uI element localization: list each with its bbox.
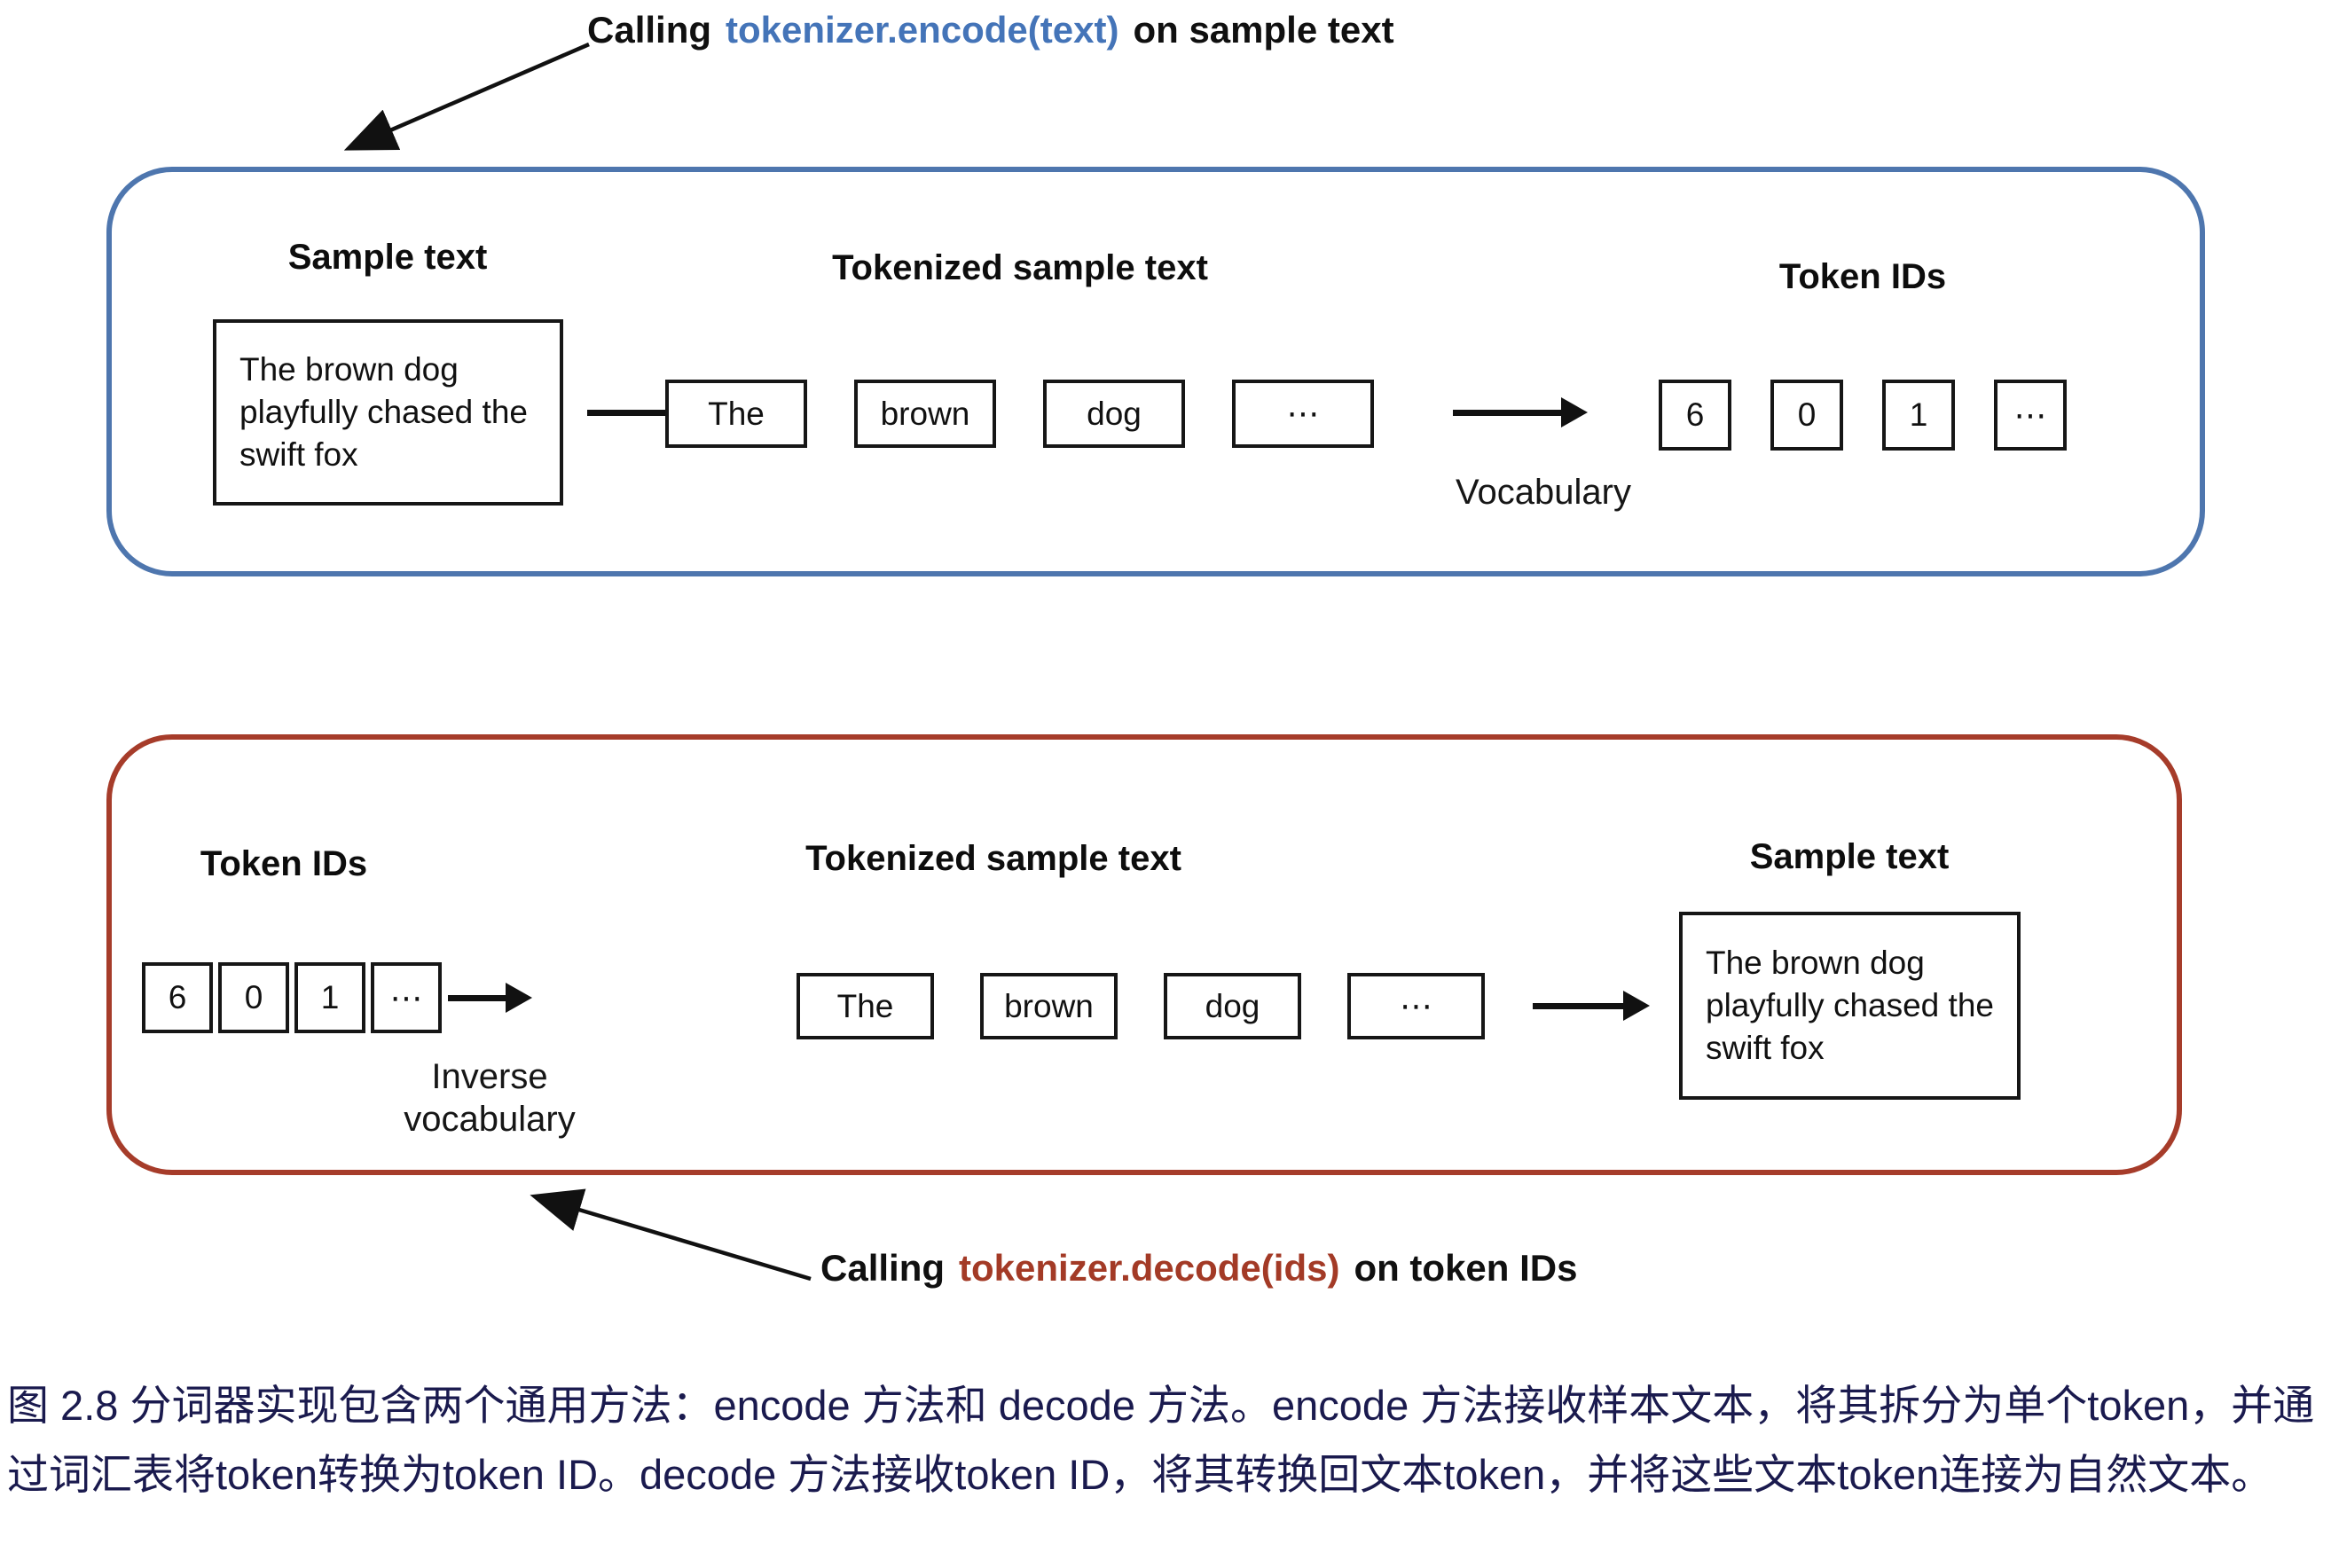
encode-token-ids-heading: Token IDs <box>1778 257 1947 296</box>
encode-annotation-code: tokenizer.encode(text) <box>726 9 1119 51</box>
decode-annotation-code: tokenizer.decode(ids) <box>959 1247 1340 1289</box>
token-id-box-ellipsis: ⋯ <box>371 962 442 1033</box>
token-box-ellipsis: ⋯ <box>1347 973 1485 1039</box>
arrow-shaft <box>587 409 692 416</box>
decode-sample-text-box: The brown dog playfully chased the swift… <box>1679 912 2021 1100</box>
token-id-box: 6 <box>1659 380 1731 451</box>
token-box: The <box>665 380 807 448</box>
decode-token-ids-heading: Token IDs <box>200 844 368 883</box>
arrow-right-icon <box>1533 991 1650 1021</box>
decode-annotation: Calling tokenizer.decode(ids) on token I… <box>820 1247 1577 1290</box>
encode-annotation-arrow-icon <box>343 42 590 151</box>
token-box: dog <box>1043 380 1185 448</box>
inverse-vocabulary-label: Inverse vocabulary <box>404 1057 576 1139</box>
decode-annotation-prefix: Calling <box>820 1247 946 1289</box>
encode-annotation-suffix: on sample text <box>1133 9 1394 51</box>
decode-tokenized-heading: Tokenized sample text <box>805 839 1181 878</box>
arrow-shaft <box>1533 1002 1623 1009</box>
encode-tokenized-heading: Tokenized sample text <box>832 248 1208 287</box>
arrow-shaft <box>448 994 506 1001</box>
token-id-box-ellipsis: ⋯ <box>1994 380 2067 451</box>
encode-annotation: Calling tokenizer.encode(text) on sample… <box>587 9 1394 51</box>
arrow-right-icon <box>448 983 532 1013</box>
token-id-box: 0 <box>218 962 289 1033</box>
decode-sample-text-heading: Sample text <box>1749 837 1950 876</box>
token-id-box: 0 <box>1770 380 1843 451</box>
token-box: dog <box>1164 973 1301 1039</box>
token-box: brown <box>980 973 1118 1039</box>
decode-annotation-suffix: on token IDs <box>1354 1247 1578 1289</box>
arrow-head <box>1623 991 1650 1021</box>
arrow-head <box>506 983 532 1013</box>
arrow-shaft <box>1453 409 1561 416</box>
encode-annotation-prefix: Calling <box>587 9 712 51</box>
token-box: brown <box>854 380 996 448</box>
encode-sample-text-box: The brown dog playfully chased the swift… <box>213 319 563 506</box>
token-id-box: 1 <box>294 962 365 1033</box>
decode-annotation-arrow-icon <box>530 1188 812 1282</box>
arrow-head <box>1561 397 1588 427</box>
token-box-ellipsis: ⋯ <box>1232 380 1374 448</box>
token-box: The <box>797 973 934 1039</box>
vocabulary-label: Vocabulary <box>1456 473 1631 512</box>
token-id-box: 1 <box>1882 380 1955 451</box>
arrow-right-icon <box>1453 397 1588 427</box>
figure-caption: 图 2.8 分词器实现包含两个通用方法：encode 方法和 decode 方法… <box>7 1382 2315 1498</box>
encode-sample-text-heading: Sample text <box>287 238 488 277</box>
token-id-box: 6 <box>142 962 213 1033</box>
